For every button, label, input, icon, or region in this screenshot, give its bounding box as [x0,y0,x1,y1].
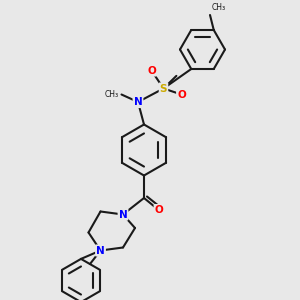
Text: CH₃: CH₃ [104,90,118,99]
Text: O: O [154,205,164,215]
Text: CH₃: CH₃ [212,3,226,12]
Text: N: N [118,209,127,220]
Text: N: N [134,97,142,107]
Text: S: S [160,83,167,94]
Text: N: N [96,245,105,256]
Text: O: O [147,65,156,76]
Text: O: O [177,89,186,100]
